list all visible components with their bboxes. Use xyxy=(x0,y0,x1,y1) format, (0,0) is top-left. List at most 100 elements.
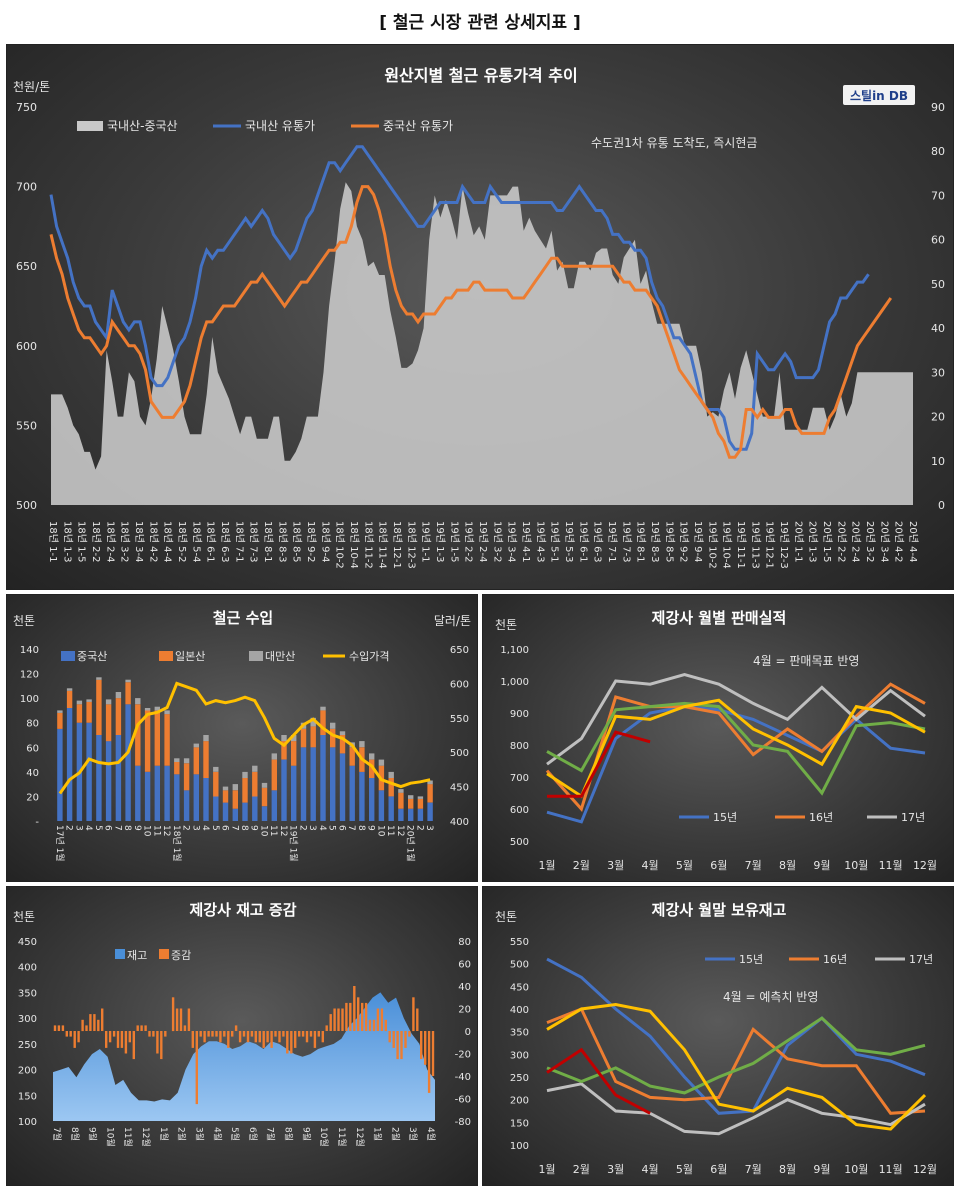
x-tick-label: 12월 xyxy=(913,1163,937,1176)
change-bar xyxy=(179,1008,183,1031)
x-tick-label: 1월 xyxy=(158,1127,170,1141)
legend-label: 중국산 유통가 xyxy=(383,119,453,133)
change-bar xyxy=(156,1031,159,1054)
legend-label: 16년 xyxy=(823,953,847,966)
import-bar xyxy=(310,717,316,727)
x-tick-label: 11 xyxy=(268,825,278,836)
x-tick-label: 2 xyxy=(181,825,191,831)
change-bar xyxy=(53,1025,57,1031)
x-tick-label: 18년 5-4 xyxy=(190,521,202,562)
x-tick-label: 19년 5-1 xyxy=(549,521,561,562)
change-bar xyxy=(325,1025,328,1031)
x-tick-label: 19년 7-1 xyxy=(606,521,618,562)
import-bar xyxy=(261,782,268,788)
x-tick-label: 5월 xyxy=(676,1163,693,1176)
x-tick-label: 9 xyxy=(132,825,142,831)
x-tick-label: 18년 1월 xyxy=(171,825,183,862)
change-bar xyxy=(301,1031,305,1037)
import-bar xyxy=(203,778,209,821)
change-bar xyxy=(384,1019,387,1032)
y2-tick-label: 90 xyxy=(931,101,945,114)
import-bar xyxy=(86,699,92,702)
x-tick-label: 19년 1월 xyxy=(288,825,300,862)
x-tick-label: 4월 xyxy=(211,1127,223,1141)
x-tick-label: 3 xyxy=(307,825,317,831)
import-bar xyxy=(174,762,180,775)
x-tick-label: 19년 12-1 xyxy=(764,521,776,569)
change-bar xyxy=(400,1031,403,1060)
change-bar xyxy=(317,1031,320,1037)
y-tick-label: 100 xyxy=(510,1141,529,1152)
change-bar xyxy=(144,1025,147,1031)
import-bar xyxy=(330,747,336,821)
import-bar xyxy=(213,796,219,821)
change-bar xyxy=(254,1031,257,1043)
change-bar xyxy=(175,1008,179,1031)
change-bar xyxy=(266,1031,269,1043)
series-china-line xyxy=(49,185,893,459)
y-tick-label: 100 xyxy=(20,694,39,705)
legend-label: 수입가격 xyxy=(349,650,389,663)
import-bar xyxy=(300,747,307,821)
x-tick-label: 19년 1-1 xyxy=(420,521,432,562)
y2-tick-label: 60 xyxy=(931,234,945,247)
import-bar xyxy=(66,708,73,821)
series-line xyxy=(545,682,926,812)
change-bar xyxy=(112,1031,116,1037)
series-line xyxy=(546,1047,651,1115)
x-tick-label: 18년 2-4 xyxy=(104,521,116,562)
import-bar xyxy=(213,766,219,772)
x-tick-label: 11월 xyxy=(122,1127,134,1147)
x-tick-label: 19년 8-1 xyxy=(635,521,647,562)
import-bar xyxy=(96,677,102,680)
x-tick-label: 7월 xyxy=(745,1163,762,1176)
chart-note: 4월 = 예측치 반영 xyxy=(723,990,818,1004)
import-bar xyxy=(330,722,336,729)
x-tick-label: 19년 4-1 xyxy=(520,521,532,562)
x-tick-label: 4 xyxy=(200,825,210,831)
change-bar xyxy=(250,1031,254,1037)
x-tick-label: 10월 xyxy=(318,1127,330,1147)
x-tick-label: 20년 1-3 xyxy=(807,521,819,562)
change-bar xyxy=(195,1031,198,1105)
change-bar xyxy=(81,1019,84,1032)
import-bar xyxy=(144,710,151,772)
change-bar xyxy=(199,1031,202,1037)
x-tick-label: 19년 1-3 xyxy=(434,521,446,562)
change-bar xyxy=(357,997,360,1032)
x-tick-label: 18년 12-1 xyxy=(391,521,403,569)
import-bar xyxy=(398,789,404,793)
change-bar xyxy=(191,1031,194,1048)
import-bar xyxy=(252,796,258,821)
x-tick-label: 2월 xyxy=(176,1127,188,1141)
change-bar xyxy=(108,1031,112,1043)
change-bar xyxy=(376,1008,380,1031)
change-bar xyxy=(290,1031,293,1054)
import-bar xyxy=(427,784,433,803)
y-tick-label: 500 xyxy=(510,960,529,971)
y-tick-label: 120 xyxy=(20,670,39,681)
y-axis-label: 천원/톤 xyxy=(13,79,50,94)
x-tick-label: 18년 8-1 xyxy=(262,521,274,562)
import-bar xyxy=(359,771,365,821)
x-tick-label: 20년 4-4 xyxy=(907,521,919,562)
y-axis-label: 천톤 xyxy=(495,909,517,924)
import-bar xyxy=(76,700,83,705)
y-tick-label: 350 xyxy=(18,988,37,999)
import-bar xyxy=(281,759,287,821)
import-bar xyxy=(96,679,102,735)
x-tick-label: 1월 xyxy=(538,859,555,872)
change-bar xyxy=(361,1002,364,1031)
x-tick-label: 2월 xyxy=(573,1163,590,1176)
import-bar xyxy=(222,802,229,821)
change-bar xyxy=(120,1031,124,1048)
x-tick-label: 7 xyxy=(229,825,239,831)
y2-tick-label: 40 xyxy=(931,322,945,335)
import-bar xyxy=(174,774,180,821)
y2-tick-label: 20 xyxy=(458,1005,471,1016)
x-tick-label: 19년 2-4 xyxy=(477,521,489,562)
import-bar xyxy=(320,706,326,711)
import-bar xyxy=(417,808,424,821)
inventory-change-panel: 제강사 재고 증감 천톤 100 150 200 250 300 350 400 450 -80 -6… xyxy=(6,886,478,1186)
